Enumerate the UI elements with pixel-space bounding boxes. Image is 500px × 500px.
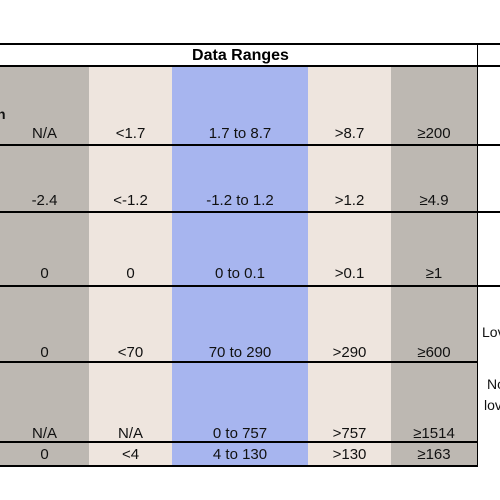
row-divider: [0, 441, 477, 443]
clipped-label-fragment: n: [0, 106, 6, 122]
table-title: Data Ranges: [192, 47, 289, 64]
table-cell: ≥163: [417, 446, 451, 463]
table-cell: <70: [117, 344, 144, 361]
table-cell: 0: [40, 265, 49, 282]
column-band-5: [391, 67, 477, 467]
header-divider: [477, 45, 478, 65]
table-cell: >0.1: [334, 265, 365, 282]
right-border: [477, 67, 478, 467]
table-cell: -1.2 to 1.2: [206, 192, 274, 209]
table-cell: ≥600: [417, 344, 451, 361]
column-band-4: [308, 67, 391, 467]
row-divider: [0, 211, 500, 213]
table-cell: ≥1: [425, 265, 443, 282]
table-cell: N/A: [31, 125, 57, 142]
table-cell: <4: [121, 446, 140, 463]
clipped-text-fragment: Lov: [482, 324, 500, 340]
table-cell: <-1.2: [113, 192, 148, 209]
table-cell: N/A: [117, 425, 143, 442]
table-cell: ≥200: [417, 125, 451, 142]
table-cell: >757: [332, 425, 367, 442]
row-divider: [0, 465, 478, 467]
table-cell: >130: [332, 446, 367, 463]
row-divider: [0, 285, 500, 287]
column-band-2: [89, 67, 172, 467]
table-cell: 0: [40, 344, 49, 361]
table-cell: ≥4.9: [419, 192, 449, 209]
table-cell: 70 to 290: [208, 344, 272, 361]
clipped-text-fragment: No: [487, 376, 500, 392]
table-cell: N/A: [31, 425, 57, 442]
table-cell: 0: [40, 446, 49, 463]
table-header: [0, 43, 500, 67]
clipped-text-fragment: lov: [484, 397, 500, 413]
table-cell: 1.7 to 8.7: [208, 125, 272, 142]
table-cell: 4 to 130: [212, 446, 268, 463]
table-cell: <1.7: [115, 125, 146, 142]
table-cell: -2.4: [31, 192, 58, 209]
column-band-3: [172, 67, 308, 467]
table-cell: ≥1514: [413, 425, 455, 442]
column-band-1: [0, 67, 89, 467]
table-cell: 0 to 0.1: [214, 265, 266, 282]
table-cell: >1.2: [334, 192, 365, 209]
row-divider: [0, 361, 477, 363]
table-cell: >8.7: [334, 125, 365, 142]
table-cell: 0 to 757: [212, 425, 268, 442]
table-cell: 0: [126, 265, 135, 282]
row-divider: [0, 144, 500, 146]
table-cell: >290: [332, 344, 367, 361]
